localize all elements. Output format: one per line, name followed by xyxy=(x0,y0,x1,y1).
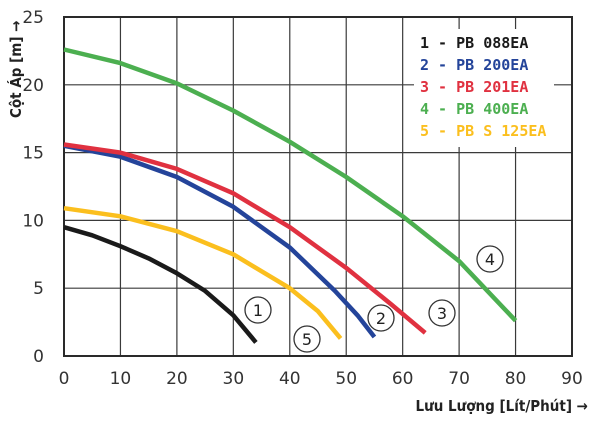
series-marker-label: 5 xyxy=(302,330,312,349)
curve-markers: 1 2 3 4 5 xyxy=(244,245,504,353)
x-tick-label: 80 xyxy=(505,369,527,389)
series-marker-label: 4 xyxy=(485,250,495,269)
legend-background xyxy=(414,29,554,147)
series-line xyxy=(63,225,258,344)
legend-entry: 3 - PB 201EA xyxy=(420,78,528,96)
series-marker-label: 3 xyxy=(437,304,447,323)
series-line xyxy=(63,142,427,335)
plot-frame xyxy=(63,16,573,357)
legend-entry: 5 - PB S 125EA xyxy=(420,122,546,140)
series-marker-circle xyxy=(244,296,272,324)
y-tick-label: 10 xyxy=(22,211,44,231)
x-tick-label: 40 xyxy=(279,369,301,389)
series-marker-label: 2 xyxy=(376,309,386,328)
x-tick-label: 90 xyxy=(561,369,583,389)
series-line xyxy=(63,47,518,323)
x-tick-label: 60 xyxy=(392,369,414,389)
y-tick-label: 0 xyxy=(33,347,44,367)
series-line xyxy=(63,205,343,340)
x-tick-label: 30 xyxy=(223,369,245,389)
series-marker-circle xyxy=(476,245,504,273)
x-tick-label: 0 xyxy=(59,369,70,389)
series-marker-circle xyxy=(367,304,395,332)
series-marker-circle xyxy=(428,299,456,327)
y-tick-label: 5 xyxy=(33,279,44,299)
grid xyxy=(64,17,572,356)
legend-entry: 1 - PB 088EA xyxy=(420,34,528,52)
x-axis-title: Lưu Lượng [Lít/Phút] → xyxy=(416,397,588,415)
series-marker-label: 1 xyxy=(253,301,263,320)
y-axis-title: Cột Áp [m] → xyxy=(6,20,25,118)
legend-entry: 4 - PB 400EA xyxy=(420,100,528,118)
y-tick-label: 20 xyxy=(22,76,44,96)
legend: 1 - PB 088EA 2 - PB 200EA 3 - PB 201EA 4 - … xyxy=(414,29,554,147)
x-tick-label: 70 xyxy=(448,369,470,389)
axis-labels: Lưu Lượng [Lít/Phút] → Cột Áp [m] → xyxy=(6,20,588,415)
legend-entry: 2 - PB 200EA xyxy=(420,56,528,74)
x-tick-label: 20 xyxy=(166,369,188,389)
series-line xyxy=(63,143,377,339)
y-tick-label: 25 xyxy=(22,8,44,28)
series-lines xyxy=(63,47,518,344)
series-marker-circle xyxy=(293,325,321,353)
y-tick-label: 15 xyxy=(22,144,44,164)
x-tick-label: 50 xyxy=(335,369,357,389)
x-tick-label: 10 xyxy=(110,369,132,389)
